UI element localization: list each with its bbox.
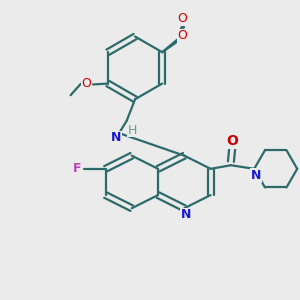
Text: F: F [73,162,81,175]
Text: O: O [177,32,187,45]
Text: O: O [177,12,187,25]
Text: N: N [111,131,122,144]
Text: O: O [226,134,238,148]
Text: H: H [128,124,137,137]
Text: O: O [81,77,91,90]
Text: O: O [178,29,188,42]
Text: N: N [181,208,191,221]
Text: N: N [250,169,261,182]
